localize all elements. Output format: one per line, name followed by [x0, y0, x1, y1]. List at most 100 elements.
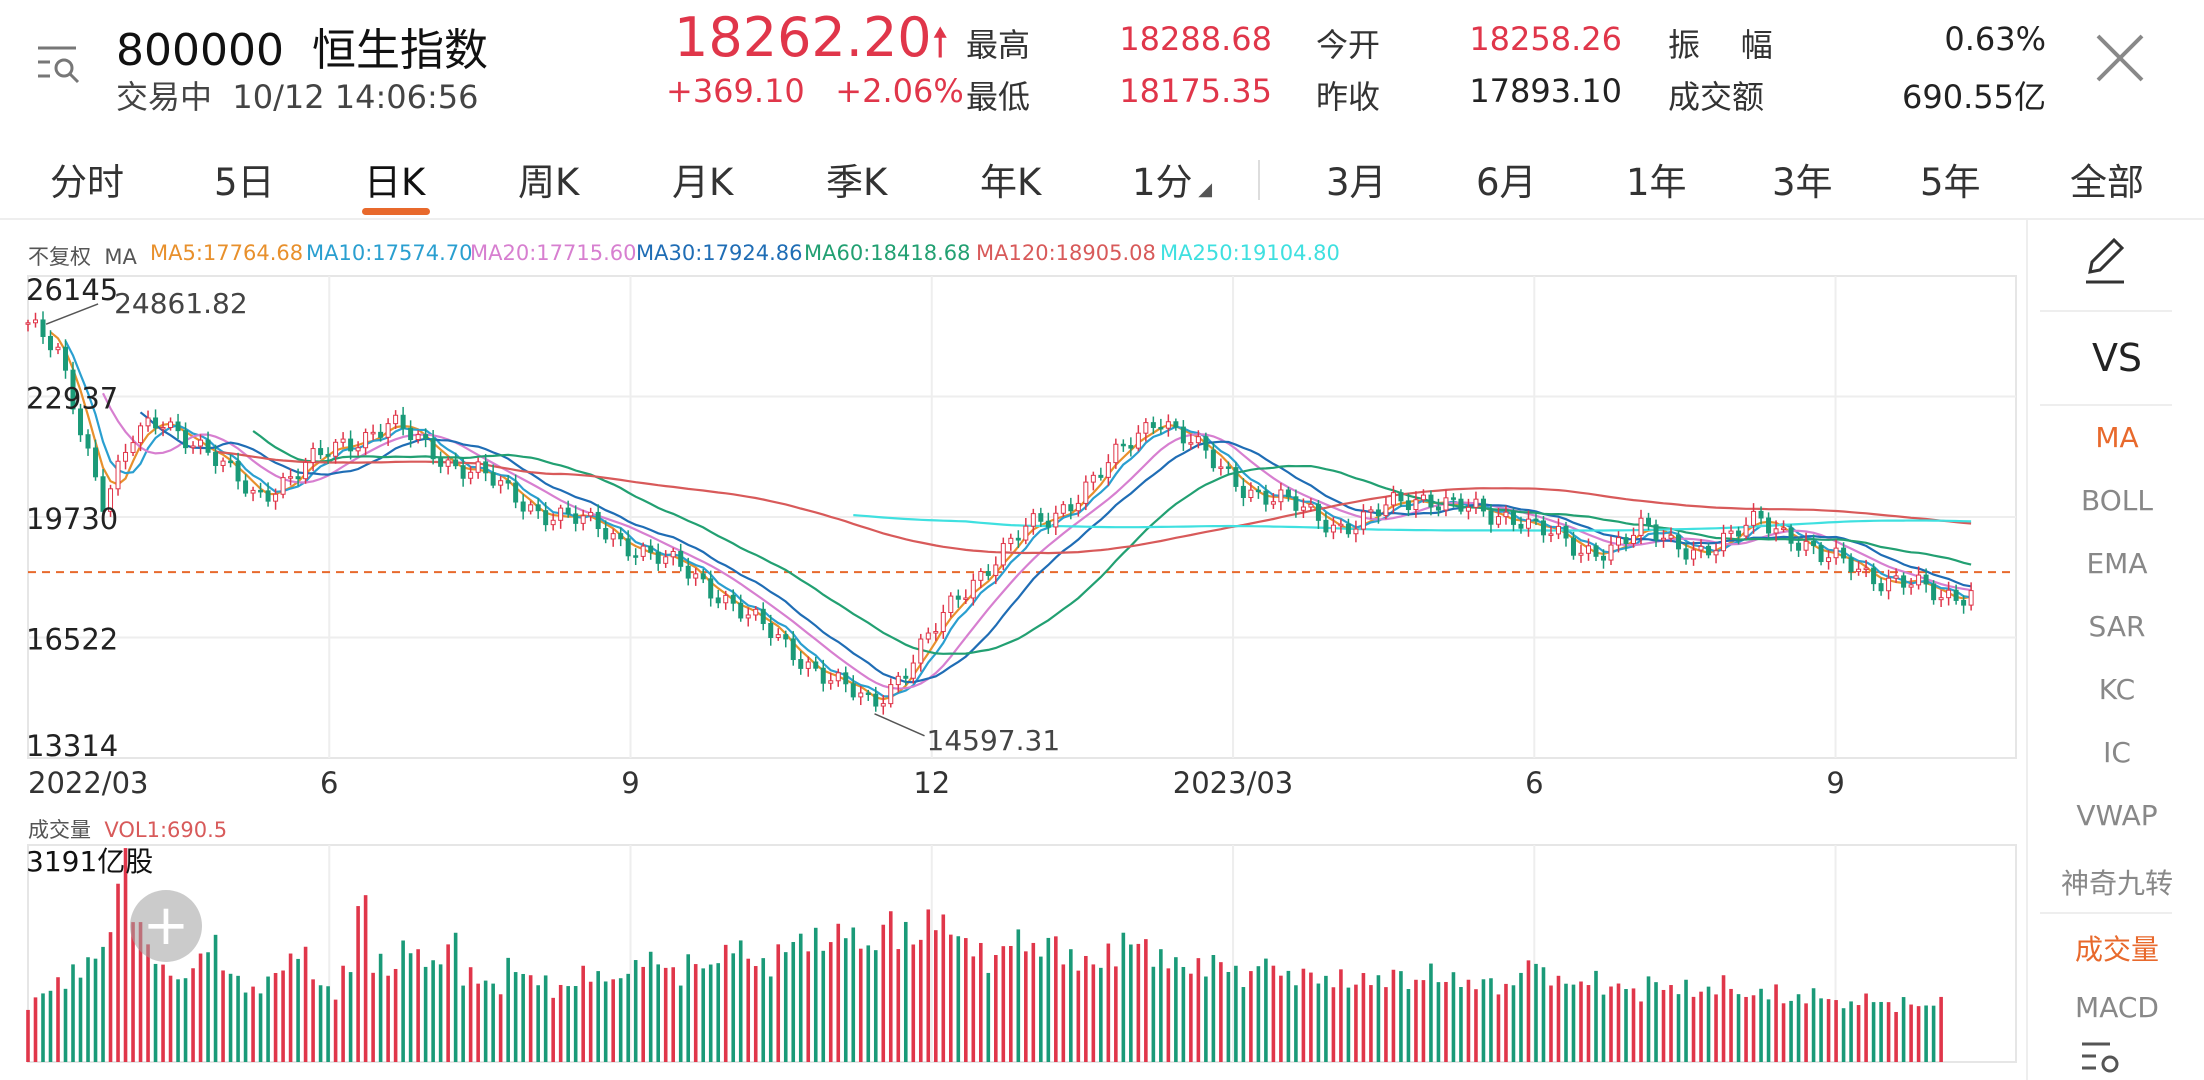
tab-monthly-k[interactable]: 月K — [672, 161, 734, 204]
indicator-volume[interactable]: 成交量 — [2074, 933, 2159, 966]
candle-body — [1878, 583, 1884, 592]
candle-body — [325, 454, 331, 457]
volume-bar — [1406, 989, 1411, 1062]
indicator-kc[interactable]: KC — [2098, 673, 2136, 706]
tab-quarterly-k[interactable]: 季K — [826, 161, 888, 204]
candle-body — [1158, 426, 1164, 430]
volume-bar — [213, 934, 218, 1062]
candle-body — [1270, 501, 1276, 505]
candle-body — [1240, 485, 1246, 499]
volume-bar — [1744, 996, 1748, 1062]
tab-3year[interactable]: 3年 — [1772, 161, 1833, 204]
vs-button[interactable]: VS — [2091, 336, 2143, 380]
indicator-sar[interactable]: SAR — [2088, 610, 2146, 643]
indicator-ema[interactable]: EMA — [2086, 547, 2148, 580]
indicator-boll[interactable]: BOLL — [2081, 484, 2153, 517]
candle-body — [505, 480, 511, 484]
candle-body — [430, 438, 436, 460]
candle-body — [1841, 547, 1847, 559]
volume-bar — [273, 972, 278, 1062]
volume-bar — [641, 966, 645, 1062]
candle-body — [865, 692, 871, 695]
volume-bar — [573, 986, 578, 1062]
x-tick-label: 6 — [1525, 766, 1543, 800]
volume-bar — [1114, 966, 1118, 1062]
candle-body — [1210, 449, 1216, 469]
candle-body — [93, 447, 99, 478]
volume-bar — [686, 954, 691, 1062]
candle-body — [1045, 520, 1051, 528]
candle-body — [1038, 513, 1044, 522]
candle-body — [1698, 545, 1704, 551]
candle-body — [483, 461, 489, 474]
volume-bar — [131, 922, 135, 1062]
volume-bar — [1691, 996, 1696, 1062]
volume-bar — [236, 975, 240, 1062]
candle-body — [280, 477, 286, 495]
pencil-icon[interactable] — [2080, 232, 2130, 288]
volume-bar — [1211, 955, 1216, 1062]
indicator-ma[interactable]: MA — [2095, 421, 2139, 454]
volume-bar — [26, 1009, 30, 1062]
volume-bar — [1834, 1000, 1838, 1062]
volume-bar — [423, 966, 428, 1062]
volume-bar — [1429, 963, 1433, 1062]
tab-1year[interactable]: 1年 — [1626, 161, 1687, 204]
volume-bar — [1496, 994, 1501, 1062]
volume-bar — [281, 970, 285, 1062]
candle-body — [1420, 494, 1426, 501]
candle-body — [1811, 540, 1817, 547]
candle-body — [520, 501, 526, 512]
ma-line — [215, 450, 1972, 555]
indicator-ic[interactable]: IC — [2103, 736, 2131, 769]
y-tick-label: 26145 — [26, 273, 118, 307]
candle-body — [385, 423, 391, 438]
volume-bar — [1324, 975, 1328, 1062]
indicator-macd[interactable]: MACD — [2075, 991, 2159, 1024]
close-button[interactable] — [2092, 30, 2148, 86]
candles — [25, 311, 1974, 715]
tab-fenshi[interactable]: 分时 — [50, 161, 124, 204]
candle-body — [1585, 545, 1591, 554]
y-tick-label: 22937 — [26, 382, 118, 416]
volume-ma-value: VOL1:690.5 — [104, 818, 228, 842]
x-tick-label: 6 — [320, 766, 338, 800]
tab-5year[interactable]: 5年 — [1920, 161, 1981, 204]
tab-6month[interactable]: 6月 — [1476, 161, 1537, 204]
candle-body — [1383, 504, 1389, 517]
tab-5day[interactable]: 5日 — [214, 161, 275, 204]
menu-icon[interactable] — [36, 42, 82, 88]
volume-bar — [1181, 966, 1186, 1062]
candle-body — [970, 579, 976, 599]
tab-weekly-k[interactable]: 周K — [518, 161, 580, 204]
tab-1min[interactable]: 1分 ◢ — [1132, 161, 1213, 204]
volume-bar — [1886, 1002, 1891, 1062]
indicator-vwap[interactable]: VWAP — [2076, 799, 2158, 832]
volume-bar — [108, 932, 113, 1062]
candle-body — [1263, 490, 1269, 505]
legend-ma5: MA5:17764.68 — [150, 241, 304, 265]
indicator-td9[interactable]: 神奇九转 — [2060, 867, 2173, 900]
candle-body — [205, 439, 211, 453]
volume-bar — [1901, 997, 1906, 1062]
volume-bar — [1774, 984, 1778, 1062]
adjust-label[interactable]: 不复权 MA — [28, 245, 137, 269]
add-button[interactable]: + — [130, 890, 202, 962]
volume-bar — [78, 977, 83, 1062]
volume-bar — [408, 953, 413, 1062]
volume-bar — [926, 909, 931, 1062]
settings-icon[interactable] — [2080, 1038, 2124, 1076]
volume-bar — [543, 975, 548, 1062]
volume-bar — [258, 993, 263, 1062]
tab-daily-k[interactable]: 日K — [364, 161, 426, 204]
tab-all[interactable]: 全部 — [2070, 161, 2144, 204]
candle-body — [1405, 500, 1411, 511]
tab-3month[interactable]: 3月 — [1326, 161, 1387, 204]
tab-yearly-k[interactable]: 年K — [980, 161, 1042, 204]
candle-body — [100, 476, 106, 512]
volume-bar — [93, 958, 98, 1062]
volume-bar — [1144, 939, 1148, 1062]
candle-body — [1195, 436, 1201, 444]
volume-bar — [1256, 966, 1261, 1062]
kline-chart[interactable]: 24861.82 14597.31 26145 22937 19730 16522 133… — [0, 0, 2030, 1080]
